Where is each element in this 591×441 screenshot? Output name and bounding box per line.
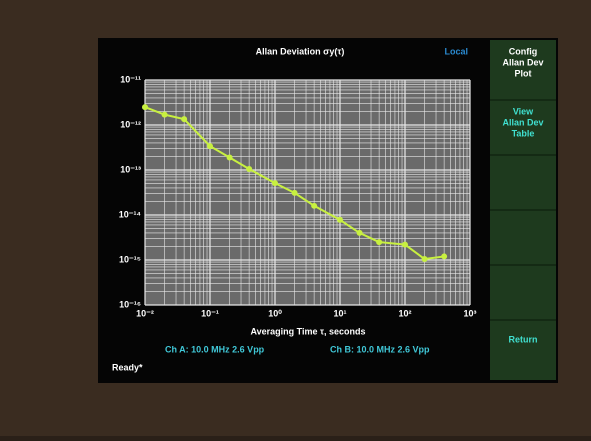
channel-b: Ch B: 10.0 MHz 2.6 Vpp [330, 344, 430, 354]
x-tick-label: 10² [398, 308, 411, 318]
y-tick-label: 10⁻¹⁴ [119, 209, 141, 219]
data-point [421, 256, 428, 263]
plot-area [145, 80, 470, 305]
data-point [226, 154, 233, 161]
data-point [272, 180, 278, 187]
data-point [402, 241, 408, 248]
data-point [441, 253, 448, 260]
channel-a: Ch A: 10.0 MHz 2.6 Vpp [165, 344, 265, 354]
softkey-label[interactable]: Table [512, 128, 535, 138]
data-point [337, 216, 343, 223]
data-point [311, 202, 318, 209]
x-tick-label: 10³ [463, 308, 476, 318]
data-point [376, 239, 383, 246]
softkey-label[interactable]: Config [509, 46, 538, 56]
status: Ready* [112, 362, 143, 372]
y-tick-label: 10⁻¹¹ [120, 74, 141, 84]
y-tick-label: 10⁻¹² [120, 119, 141, 129]
data-point [207, 143, 213, 150]
data-point [291, 189, 298, 196]
data-point [356, 229, 363, 236]
data-point [181, 116, 188, 123]
softkey-label[interactable]: Plot [515, 68, 532, 78]
softkey-label[interactable]: Return [509, 334, 538, 344]
softkey-label[interactable]: Allan Dev [502, 117, 543, 127]
data-point [161, 111, 168, 118]
x-axis-label: Averaging Time τ, seconds [250, 326, 365, 336]
mode-indicator: Local [444, 46, 468, 56]
x-tick-label: 10¹ [333, 308, 346, 318]
x-tick-label: 10⁻² [136, 308, 154, 318]
softkey-label[interactable]: Allan Dev [502, 57, 543, 67]
softkey-label[interactable]: View [513, 106, 534, 116]
y-tick-label: 10⁻¹³ [120, 164, 141, 174]
x-tick-label: 10⁰ [268, 308, 282, 318]
x-tick-label: 10⁻¹ [201, 308, 219, 318]
y-tick-label: 10⁻¹⁵ [119, 254, 141, 264]
data-point [246, 166, 253, 173]
chart-title: Allan Deviation σy(τ) [256, 46, 345, 56]
y-tick-label: 10⁻¹⁶ [119, 299, 141, 309]
data-point [142, 104, 148, 111]
